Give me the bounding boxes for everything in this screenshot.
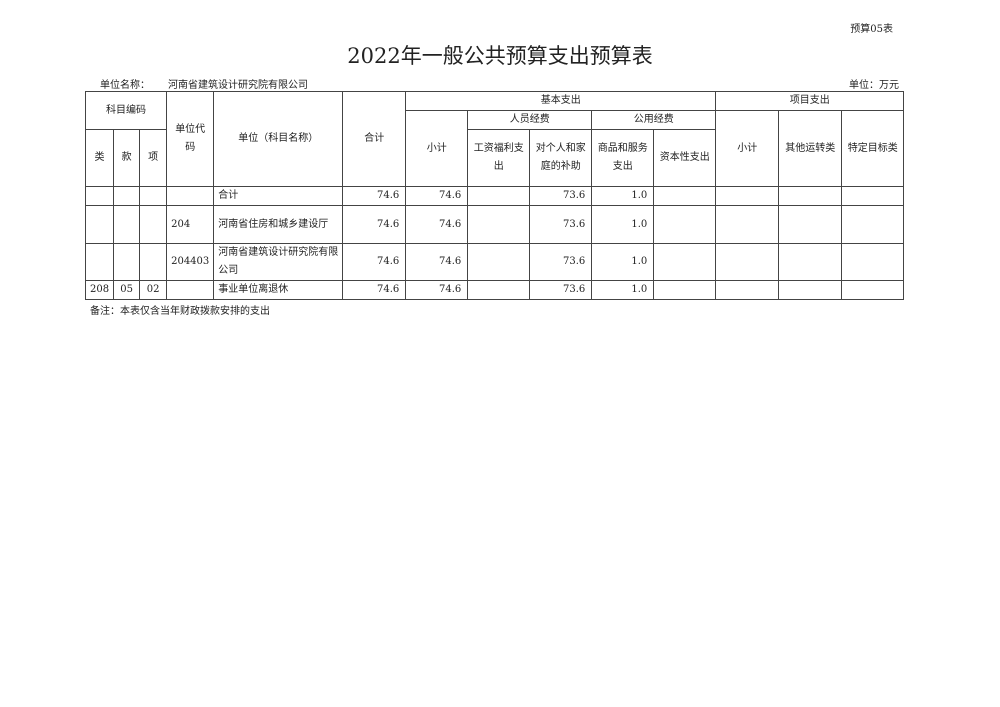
currency-unit: 单位：万元 (849, 80, 899, 91)
cell-total: 74.6 (342, 205, 407, 244)
cell-p_spec (841, 280, 905, 300)
header-xiang: 项 (139, 129, 168, 187)
cell-code: 204403 (166, 243, 215, 281)
header-unit-code: 单位代码 (166, 91, 215, 187)
cell-p_sub (715, 243, 780, 281)
footnote: 备注：本表仅含当年财政拨款安排的支出 (90, 306, 270, 317)
cell-kuan: 05 (113, 280, 141, 300)
header-project-subtotal: 小计 (715, 110, 780, 187)
cell-capital (653, 243, 717, 281)
header-basic-subtotal: 小计 (405, 110, 469, 187)
budget-table: 科目编码 单位代码 单位（科目名称） 合计 基本支出 项目支出 小计 人员经费 … (84, 91, 905, 300)
cell-capital (653, 280, 717, 300)
cell-xiang (139, 186, 168, 206)
cell-subtotal: 74.6 (405, 243, 469, 281)
cell-subtotal: 74.6 (405, 205, 469, 244)
page-title: 2022年一般公共预算支出预算表 (347, 44, 653, 68)
cell-xiang (139, 205, 168, 244)
cell-name: 事业单位离退休 (213, 280, 344, 300)
cell-p_other (778, 186, 843, 206)
cell-code: 204 (166, 205, 215, 244)
cell-wages (467, 186, 531, 206)
cell-name: 河南省住房和城乡建设厅 (213, 205, 344, 244)
header-unit-subject: 单位（科目名称） (213, 91, 344, 187)
cell-p_other (778, 205, 843, 244)
header-lei: 类 (84, 129, 115, 187)
cell-total: 74.6 (342, 243, 407, 281)
cell-lei (84, 243, 115, 281)
header-other-ops: 其他运转类 (778, 110, 843, 187)
header-personnel: 人员经费 (467, 110, 593, 130)
cell-name: 合计 (213, 186, 344, 206)
header-goods: 商品和服务支出 (591, 129, 655, 187)
cell-p_other (778, 280, 843, 300)
cell-subtotal: 74.6 (405, 280, 469, 300)
cell-p_other (778, 243, 843, 281)
unit-name-label: 单位名称： (100, 80, 150, 91)
table-row: 204403 河南省建筑设计研究院有限公司 74.6 74.6 73.6 1.0 (84, 243, 905, 281)
cell-subtotal: 74.6 (405, 186, 469, 206)
cell-subsidy: 73.6 (529, 186, 593, 206)
cell-wages (467, 280, 531, 300)
form-number: 预算05表 (850, 24, 893, 35)
header-wages: 工资福利支出 (467, 129, 531, 187)
cell-code (166, 186, 215, 206)
cell-total: 74.6 (342, 186, 407, 206)
cell-subsidy: 73.6 (529, 280, 593, 300)
cell-name: 河南省建筑设计研究院有限公司 (213, 243, 344, 281)
cell-kuan (113, 205, 141, 244)
cell-lei (84, 186, 115, 206)
cell-p_sub (715, 280, 780, 300)
cell-p_spec (841, 243, 905, 281)
header-public: 公用经费 (591, 110, 717, 130)
table-row: 合计 74.6 74.6 73.6 1.0 (84, 186, 905, 206)
cell-p_spec (841, 205, 905, 244)
header-subject-code: 科目编码 (84, 91, 168, 130)
cell-kuan (113, 186, 141, 206)
cell-capital (653, 205, 717, 244)
cell-code (166, 280, 215, 300)
cell-capital (653, 186, 717, 206)
header-project: 项目支出 (715, 91, 905, 111)
header-capital: 资本性支出 (653, 129, 717, 187)
cell-lei (84, 205, 115, 244)
cell-goods: 1.0 (591, 205, 655, 244)
header-total: 合计 (342, 91, 407, 187)
unit-name: 河南省建筑设计研究院有限公司 (168, 80, 308, 91)
cell-wages (467, 205, 531, 244)
header-basic: 基本支出 (405, 91, 717, 111)
table-row: 204 河南省住房和城乡建设厅 74.6 74.6 73.6 1.0 (84, 205, 905, 244)
header-kuan: 款 (113, 129, 141, 187)
table-row: 208 05 02 事业单位离退休 74.6 74.6 73.6 1.0 (84, 280, 905, 300)
header-subsidy: 对个人和家庭的补助 (529, 129, 593, 187)
cell-xiang (139, 243, 168, 281)
cell-lei: 208 (84, 280, 115, 300)
cell-p_sub (715, 186, 780, 206)
cell-subsidy: 73.6 (529, 205, 593, 244)
header-specific: 特定目标类 (841, 110, 905, 187)
cell-xiang: 02 (139, 280, 168, 300)
cell-p_sub (715, 205, 780, 244)
unit-name-line: 单位名称： 河南省建筑设计研究院有限公司 (100, 76, 326, 91)
cell-goods: 1.0 (591, 280, 655, 300)
cell-kuan (113, 243, 141, 281)
cell-subsidy: 73.6 (529, 243, 593, 281)
cell-wages (467, 243, 531, 281)
cell-p_spec (841, 186, 905, 206)
cell-goods: 1.0 (591, 243, 655, 281)
cell-goods: 1.0 (591, 186, 655, 206)
cell-total: 74.6 (342, 280, 407, 300)
